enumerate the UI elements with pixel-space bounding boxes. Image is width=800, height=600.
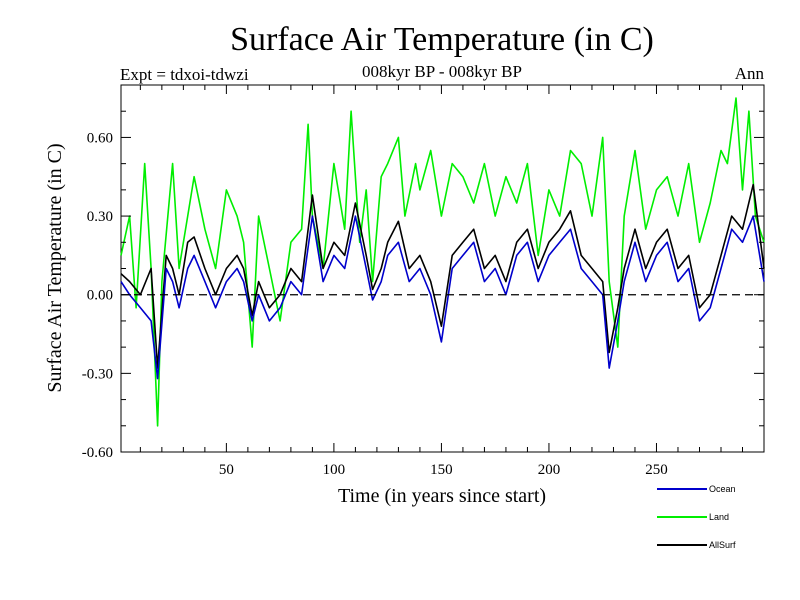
- plot-frame: [120, 84, 765, 453]
- y-tick-label: 0.30: [87, 209, 113, 225]
- series-layer: [120, 97, 765, 427]
- chart-title: Surface Air Temperature (in C): [230, 21, 654, 58]
- y-axis-label: Surface Air Temperature (in C): [44, 143, 66, 392]
- legend-label-allsurf: AllSurf: [709, 540, 736, 550]
- axis-layer: 50 100 150 200 250 -0.60 -0.30 0.00 0.30 0.60: [82, 85, 764, 478]
- legend-label-ocean: Ocean: [709, 484, 736, 494]
- season-label: Ann: [735, 64, 765, 83]
- y-tick-label: -0.30: [82, 366, 113, 382]
- x-tick-label: 250: [645, 462, 668, 478]
- expt-label: Expt = tdxoi-tdwzi: [120, 65, 249, 84]
- series-line-land: [120, 97, 765, 427]
- series-line-ocean: [120, 215, 765, 380]
- legend-label-land: Land: [709, 512, 729, 522]
- chart-subtitle: 008kyr BP - 008kyr BP: [362, 62, 522, 81]
- x-tick-label: 150: [430, 462, 453, 478]
- series-line-allsurf: [120, 183, 765, 369]
- x-tick-label: 200: [538, 462, 561, 478]
- y-tick-label: 0.60: [87, 130, 113, 146]
- x-axis-label: Time (in years since start): [338, 485, 546, 507]
- y-tick-label: 0.00: [87, 288, 113, 304]
- y-tick-label: -0.60: [82, 445, 113, 461]
- x-tick-label: 50: [219, 462, 234, 478]
- x-tick-label: 100: [323, 462, 346, 478]
- legend: Ocean Land AllSurf: [657, 484, 736, 550]
